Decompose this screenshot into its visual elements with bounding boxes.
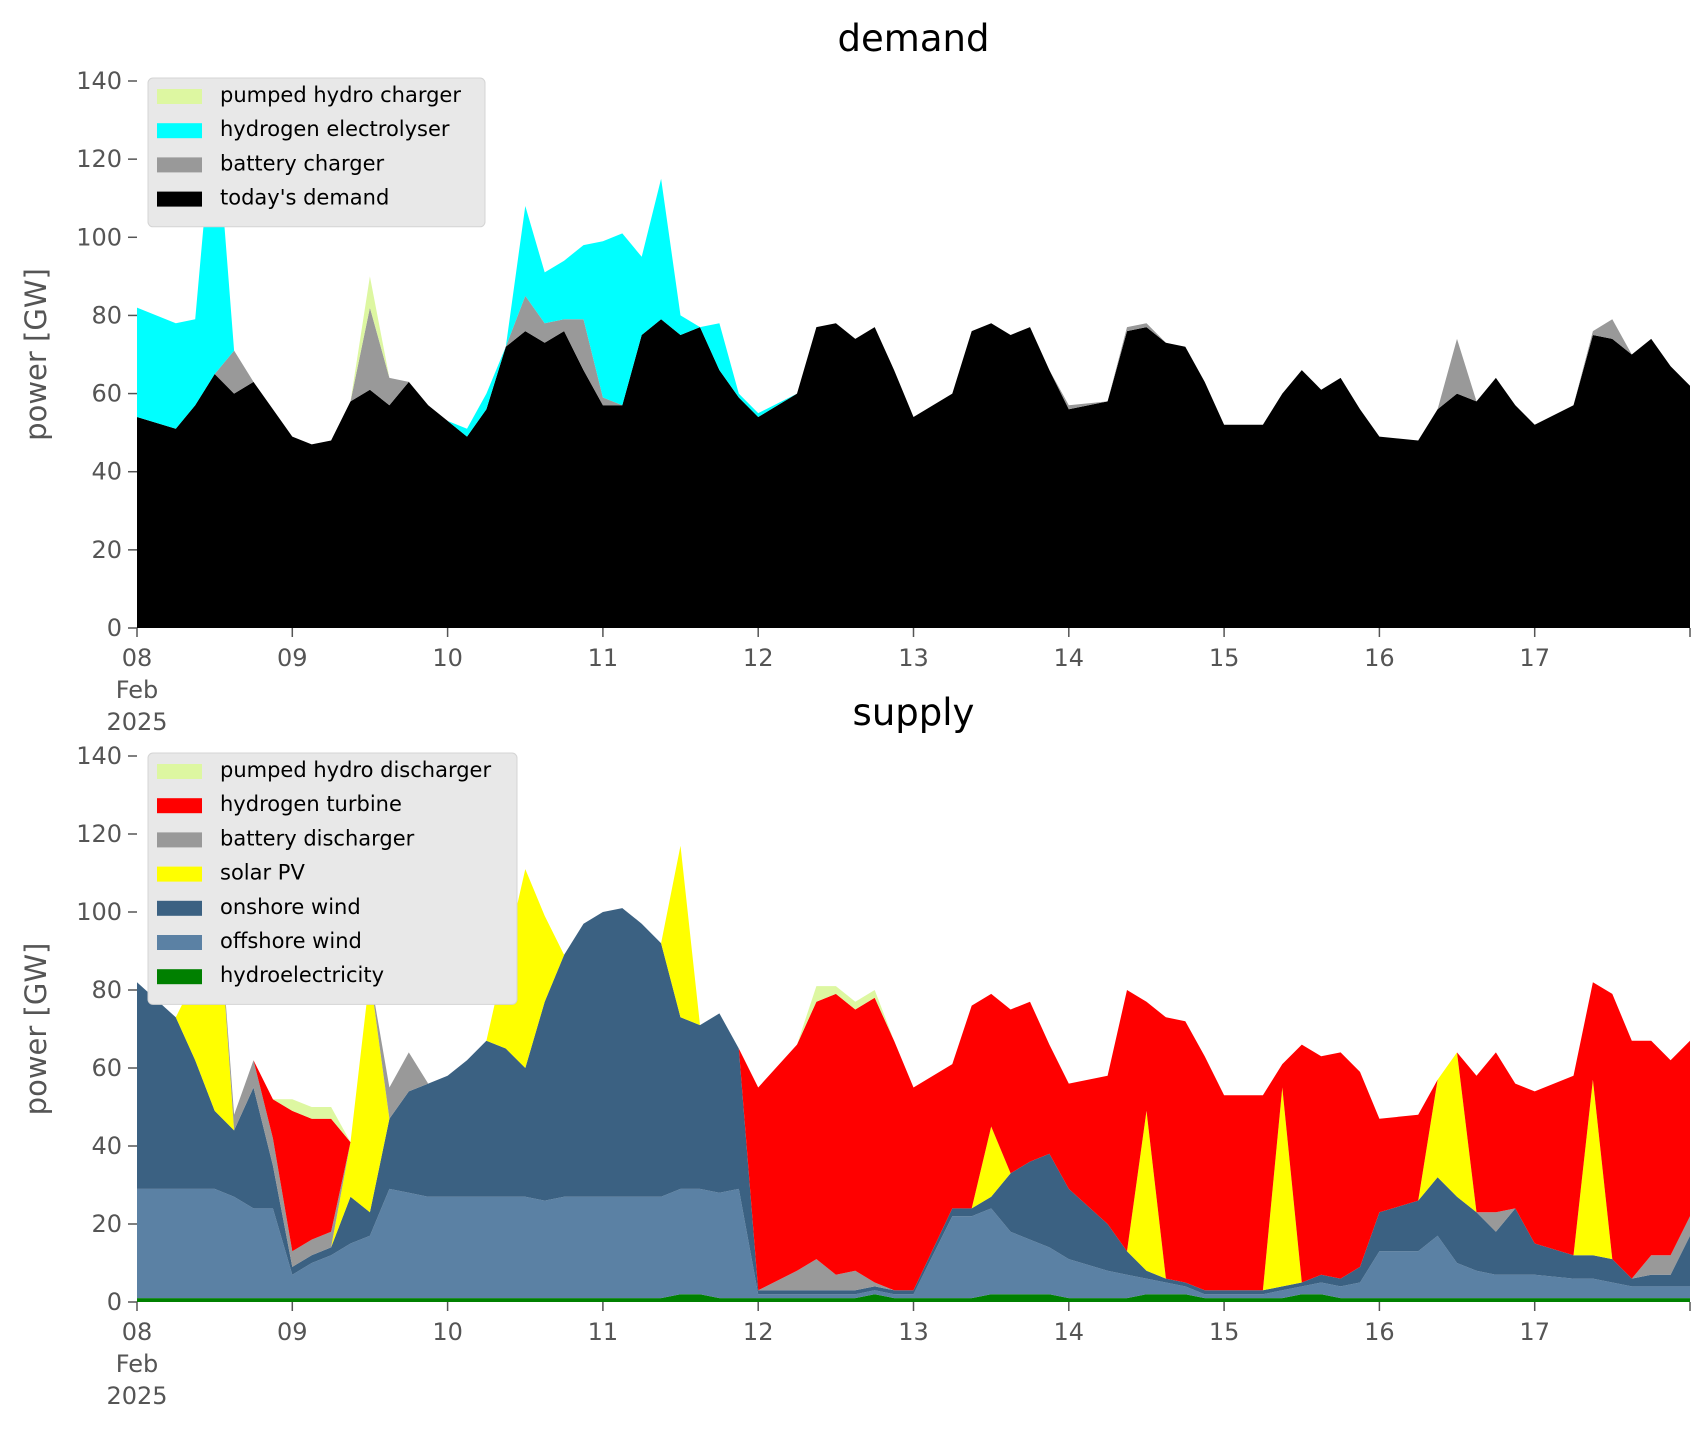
y-axis-label: power [GW] <box>19 943 53 1116</box>
x-tick-label: 14 <box>1054 644 1085 672</box>
y-tick-label: 60 <box>91 380 122 408</box>
legend-label-hydrogen-electrolyser: hydrogen electrolyser <box>220 117 450 141</box>
legend-label-offshore-wind: offshore wind <box>220 929 362 953</box>
stacked-areas <box>137 100 1690 628</box>
legend-swatch-hydrogen-turbine <box>157 798 202 814</box>
x-tick-label: 12 <box>743 1318 774 1346</box>
y-tick-label: 140 <box>76 67 122 95</box>
area-onshore-wind <box>137 908 1690 1295</box>
x-tick-label: 16 <box>1364 1318 1395 1346</box>
x-tick-label: 13 <box>898 1318 929 1346</box>
x-tick-label: 16 <box>1364 644 1395 672</box>
stacked-areas <box>137 845 1690 1302</box>
area-offshore-wind <box>137 1188 1690 1299</box>
chart-title: demand <box>838 17 990 60</box>
legend-box <box>147 752 518 1005</box>
legend-box <box>147 77 486 228</box>
legend-label-pumped-hydro-discharger: pumped hydro discharger <box>220 758 491 782</box>
y-tick-label: 0 <box>107 614 122 642</box>
legend: pumped hydro discharger hydrogen turbine b… <box>147 752 518 1005</box>
legend-label-today-s-demand: today's demand <box>220 186 389 210</box>
legend: pumped hydro charger hydrogen electrolyse… <box>147 77 486 228</box>
legend-label-onshore-wind: onshore wind <box>220 895 361 919</box>
area-today-s-demand <box>137 319 1690 628</box>
legend-swatch-today-s-demand <box>157 191 202 207</box>
x-tick-label: 15 <box>1209 1318 1240 1346</box>
legend-label-hydrogen-turbine: hydrogen turbine <box>220 792 402 816</box>
area-hydrogen-turbine <box>137 845 1690 1291</box>
legend-swatch-onshore-wind <box>157 900 202 916</box>
x-tick-label: 15 <box>1209 644 1240 672</box>
x-tick-label: 11 <box>588 1318 619 1346</box>
y-tick-label: 0 <box>107 1288 122 1316</box>
supply-panel: supply power [GW] 0 20 40 60 80 100 120 140 08 Feb 2… <box>19 691 1691 1410</box>
y-tick-label: 40 <box>91 458 122 486</box>
y-tick-label: 120 <box>76 820 122 848</box>
x-tick-label: 08 Feb 2025 <box>106 644 167 736</box>
legend-label-hydroelectricity: hydroelectricity <box>220 963 384 987</box>
x-tick-label: 17 <box>1519 644 1550 672</box>
legend-label-solar-pv: solar PV <box>220 861 305 885</box>
legend-swatch-hydroelectricity <box>157 969 202 985</box>
x-tick-label: 17 <box>1519 1318 1550 1346</box>
y-tick-label: 80 <box>91 976 122 1004</box>
y-axis-label: power [GW] <box>19 268 53 441</box>
y-tick-label: 40 <box>91 1132 122 1160</box>
x-tick-label: 11 <box>588 644 619 672</box>
y-tick-label: 100 <box>76 223 122 251</box>
y-tick-label: 60 <box>91 1054 122 1082</box>
x-tick-label: 14 <box>1054 1318 1085 1346</box>
legend-swatch-pumped-hydro-charger <box>157 89 202 104</box>
legend-swatch-solar-pv <box>157 866 202 882</box>
legend-swatch-battery-discharger <box>157 832 202 848</box>
x-tick-label: 12 <box>743 644 774 672</box>
legend-swatch-pumped-hydro-discharger <box>157 764 202 779</box>
legend-label-battery-discharger: battery discharger <box>220 826 415 850</box>
legend-label-battery-charger: battery charger <box>220 151 385 175</box>
x-tick-label: 10 <box>432 644 463 672</box>
y-tick-label: 20 <box>91 1210 122 1238</box>
area-solar-pv <box>137 845 1690 1291</box>
x-tick-label: 08 Feb 2025 <box>106 1318 167 1410</box>
chart-title: supply <box>853 691 975 734</box>
legend-swatch-battery-charger <box>157 157 202 173</box>
y-tick-label: 20 <box>91 536 122 564</box>
x-tick-label: 13 <box>898 644 929 672</box>
y-tick-label: 100 <box>76 898 122 926</box>
legend-swatch-hydrogen-electrolyser <box>157 123 202 139</box>
legend-swatch-offshore-wind <box>157 935 202 950</box>
demand-panel: demand power [GW] 0 20 40 60 80 100 120 140 08 Feb 2… <box>19 17 1691 736</box>
y-tick-label: 140 <box>76 742 122 770</box>
legend-label-pumped-hydro-charger: pumped hydro charger <box>220 83 461 107</box>
y-tick-label: 80 <box>91 301 122 329</box>
x-tick-label: 09 <box>277 644 308 672</box>
x-tick-label: 10 <box>432 1318 463 1346</box>
y-tick-label: 120 <box>76 145 122 173</box>
x-tick-label: 09 <box>277 1318 308 1346</box>
